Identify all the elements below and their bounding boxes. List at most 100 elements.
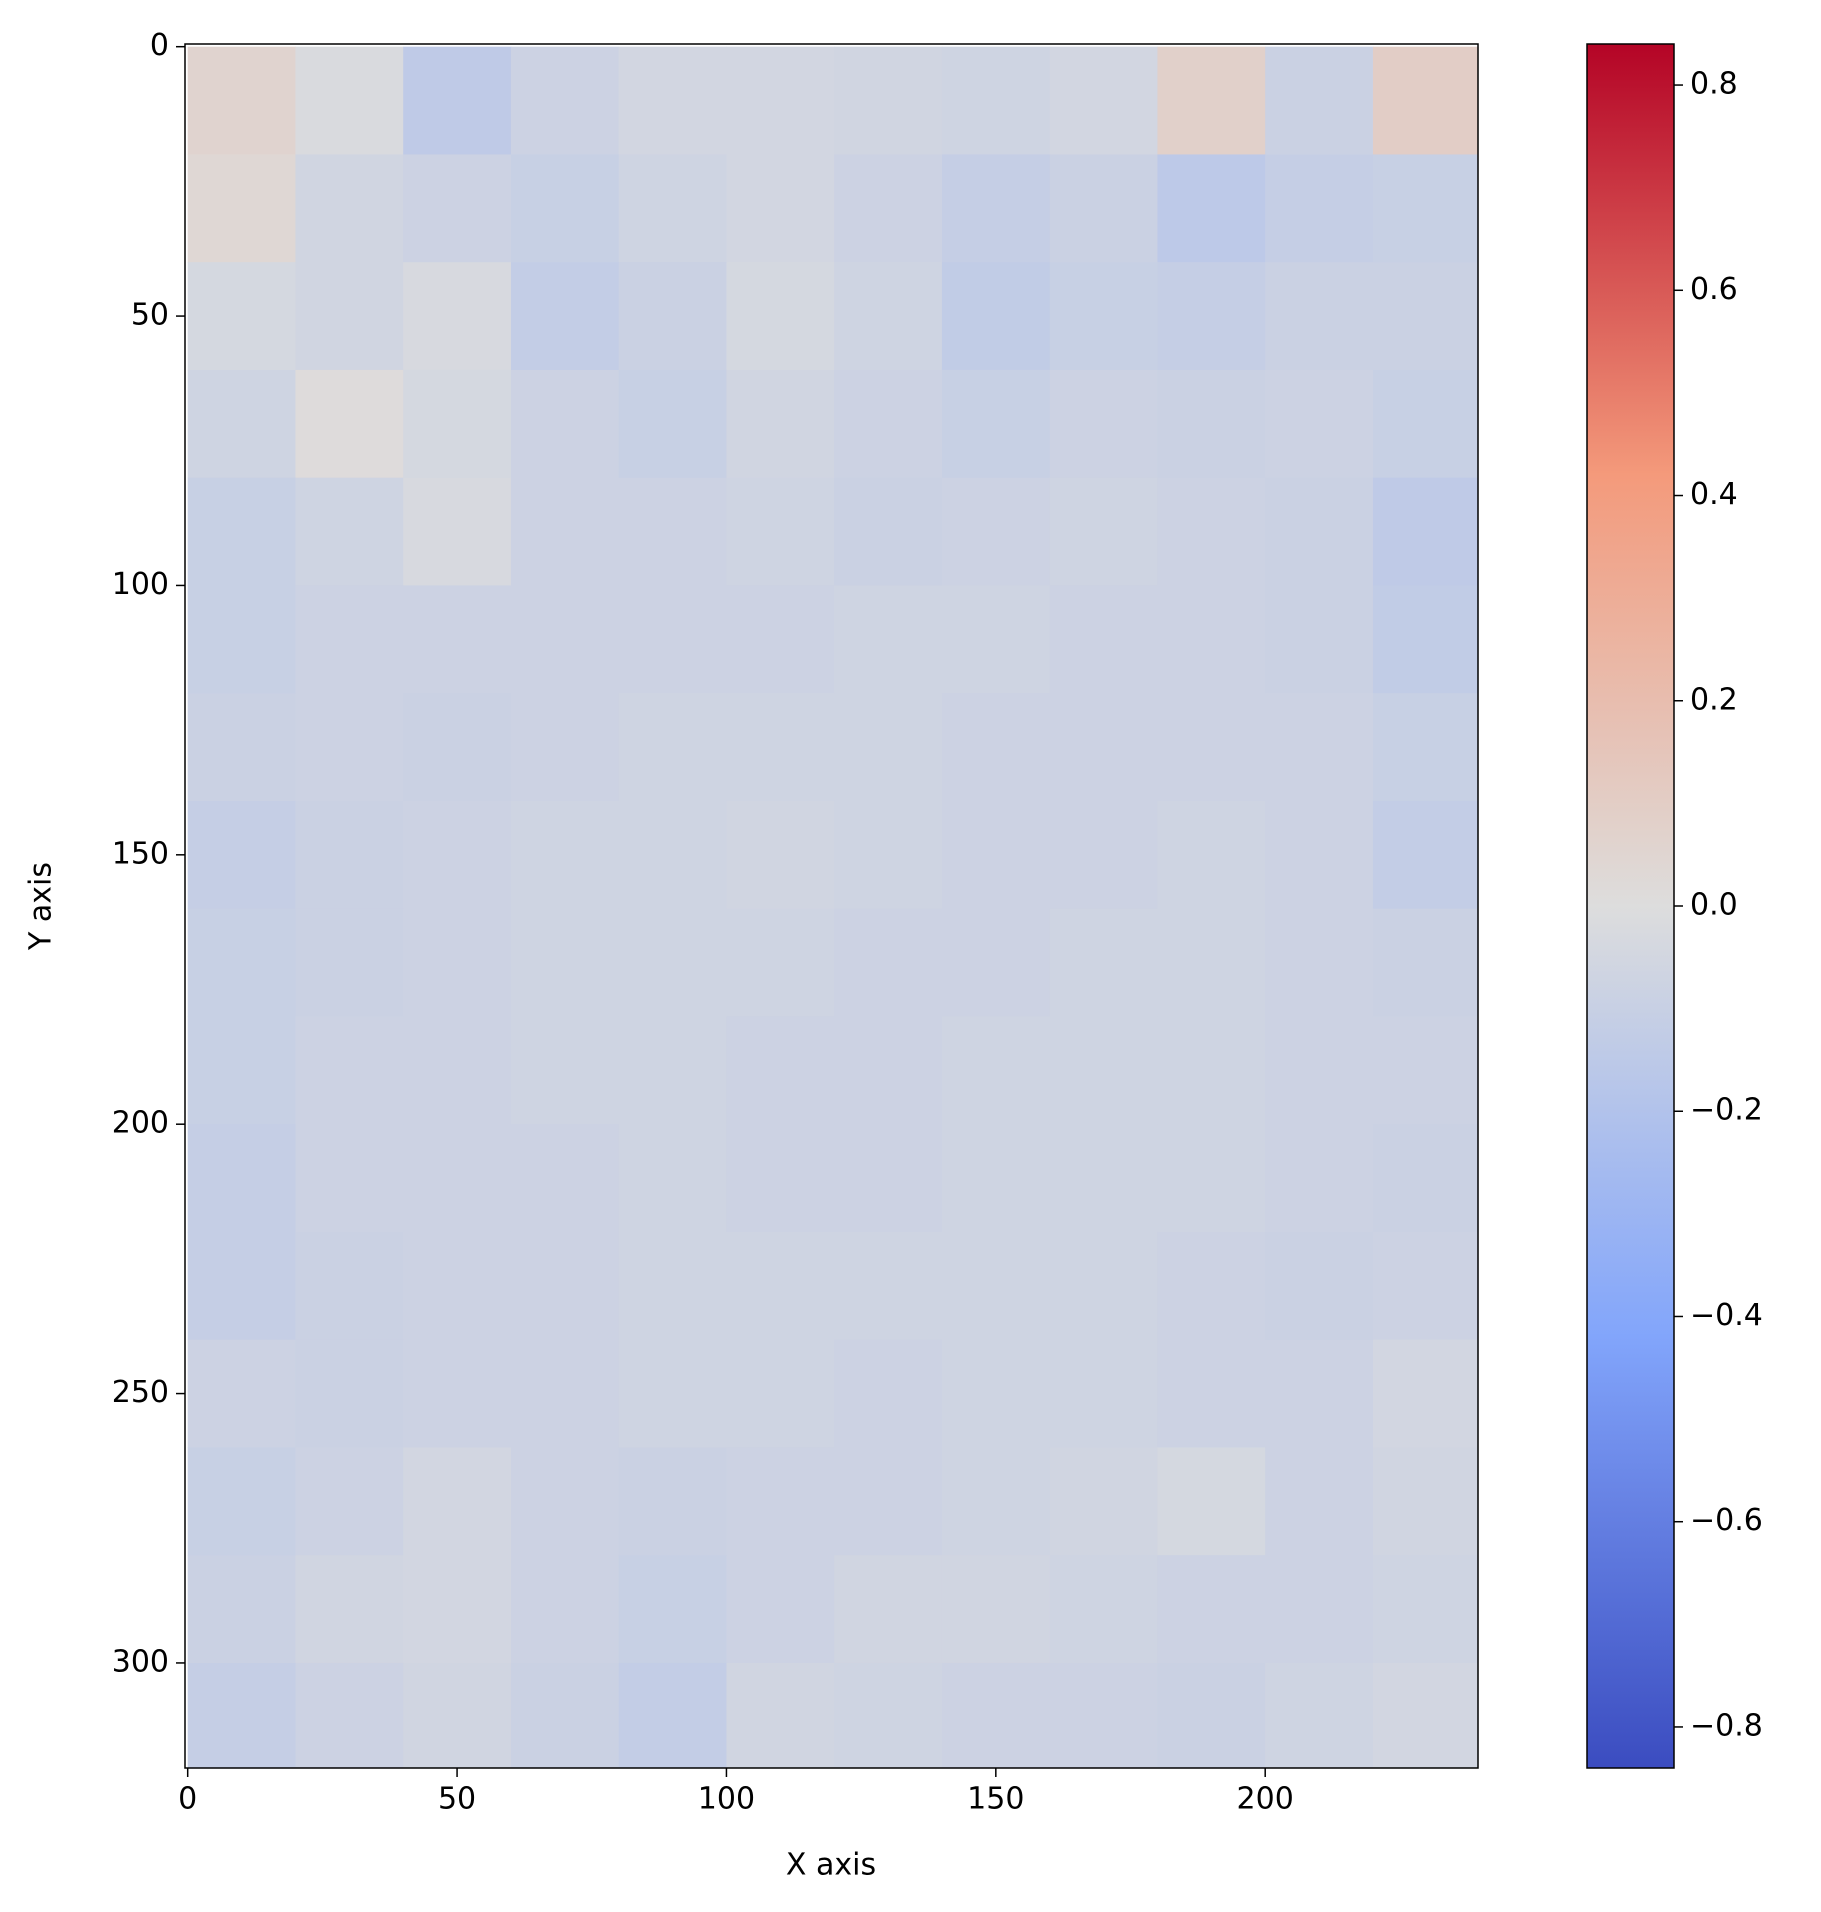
heatmap-cell (834, 262, 943, 371)
heatmap-cell (1157, 477, 1266, 586)
heatmap-cell (1265, 369, 1374, 479)
heatmap-cell (510, 369, 620, 479)
heatmap-cell (295, 1662, 404, 1769)
heatmap-cell (1049, 908, 1158, 1017)
heatmap-cell (1157, 908, 1266, 1017)
heatmap-cell (1157, 1662, 1266, 1769)
heatmap-cell (618, 1016, 727, 1125)
heatmap-cell (510, 154, 620, 263)
heatmap-cell (1157, 46, 1266, 155)
heatmap-cell (726, 1339, 835, 1448)
heatmap-cell (941, 1124, 1051, 1233)
heatmap-cell (1372, 1339, 1479, 1448)
heatmap-cell (941, 1231, 1051, 1341)
heatmap-cell (510, 800, 620, 910)
heatmap-cell (403, 1339, 512, 1448)
y-tick-label: 200 (112, 1106, 169, 1141)
heatmap-cell (1157, 585, 1266, 694)
heatmap-cell (403, 1447, 512, 1556)
heatmap-cell (403, 1662, 512, 1769)
x-tick-label: 100 (698, 1782, 755, 1817)
heatmap-cell (403, 693, 512, 802)
heatmap-cell (618, 693, 727, 802)
heatmap-cell (187, 1447, 296, 1556)
heatmap-cell (403, 477, 512, 586)
heatmap-cell (295, 262, 404, 371)
heatmap-cell (187, 908, 296, 1017)
heatmap-cell (1265, 585, 1374, 694)
heatmap-cell (834, 908, 943, 1017)
heatmap-cell (726, 477, 835, 586)
heatmap-cell (1265, 1231, 1374, 1341)
heatmap-cell (726, 693, 835, 802)
heatmap-cell (1157, 1016, 1266, 1125)
heatmap-cell (510, 908, 620, 1017)
heatmap-cell (1049, 1662, 1158, 1769)
heatmap-cell (403, 1231, 512, 1341)
heatmap-cell (618, 1662, 727, 1769)
heatmap-cell (187, 800, 296, 910)
heatmap-cell (295, 154, 404, 263)
heatmap-cell (1157, 1555, 1266, 1664)
heatmap-cell (403, 908, 512, 1017)
heatmap-cell (834, 1016, 943, 1125)
heatmap-cell (1157, 154, 1266, 263)
heatmap-cell (834, 1555, 943, 1664)
heatmap-cell (834, 1339, 943, 1448)
heatmap-cell (295, 1447, 404, 1556)
heatmap-cell (1265, 1447, 1374, 1556)
colorbar-tick-label: 0.8 (1690, 67, 1738, 102)
heatmap-cell (941, 908, 1051, 1017)
heatmap-cell (618, 908, 727, 1017)
heatmap-cell (403, 800, 512, 910)
colorbar-tick-label: −0.4 (1690, 1298, 1763, 1333)
heatmap-cell (295, 908, 404, 1017)
heatmap-cell (618, 1447, 727, 1556)
heatmap-cell (295, 369, 404, 479)
heatmap-cell (295, 1339, 404, 1448)
heatmap-cell (1049, 262, 1158, 371)
heatmap-cell (1372, 477, 1479, 586)
y-axis-label: Y axis (24, 862, 59, 951)
heatmap-cell (1157, 1231, 1266, 1341)
heatmap-cell (726, 262, 835, 371)
heatmap-cell (1265, 908, 1374, 1017)
heatmap-cell (941, 800, 1051, 910)
heatmap-cell (510, 262, 620, 371)
heatmap-cell (510, 1339, 620, 1448)
heatmap-cell (187, 46, 296, 155)
heatmap-cell (403, 154, 512, 263)
heatmap-cell (941, 693, 1051, 802)
heatmap-cell (403, 369, 512, 479)
y-tick-label: 300 (112, 1644, 169, 1679)
heatmap-cell (1049, 1339, 1158, 1448)
heatmap-cell (1049, 46, 1158, 155)
y-tick-label: 250 (112, 1375, 169, 1410)
heatmap-cell (295, 800, 404, 910)
heatmap-cell (941, 1447, 1051, 1556)
heatmap-cell (510, 1016, 620, 1125)
heatmap-cell (834, 1447, 943, 1556)
heatmap-cell (1372, 369, 1479, 479)
heatmap-cell (510, 1447, 620, 1556)
heatmap-cell (510, 1662, 620, 1769)
heatmap-cell (941, 1662, 1051, 1769)
heatmap-cell (1157, 1447, 1266, 1556)
heatmap-cell (295, 693, 404, 802)
heatmap-cell (1372, 46, 1479, 155)
y-tick-label: 50 (131, 298, 169, 333)
colorbar-tick-label: 0.0 (1690, 888, 1738, 923)
heatmap-cell (510, 46, 620, 155)
heatmap-cell (1265, 154, 1374, 263)
heatmap-cell (1372, 1016, 1479, 1125)
heatmap-cell (1049, 477, 1158, 586)
heatmap-cell (1049, 369, 1158, 479)
heatmap-cell (187, 262, 296, 371)
heatmap-cell (618, 1555, 727, 1664)
heatmap-cell (187, 369, 296, 479)
heatmap-cell (1157, 1339, 1266, 1448)
heatmap-cell (726, 1231, 835, 1341)
heatmap-cell (941, 477, 1051, 586)
heatmap-cell (941, 46, 1051, 155)
heatmap-cell (726, 585, 835, 694)
